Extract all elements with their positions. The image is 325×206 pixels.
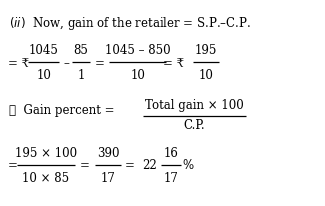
- Text: =: =: [79, 159, 89, 172]
- Text: 85: 85: [73, 44, 88, 57]
- Text: 17: 17: [163, 171, 178, 184]
- Text: 10: 10: [36, 69, 51, 82]
- Text: 390: 390: [97, 146, 120, 159]
- Text: 17: 17: [101, 171, 116, 184]
- Text: =: =: [125, 159, 135, 172]
- Text: 195 × 100: 195 × 100: [15, 146, 77, 159]
- Text: 22: 22: [142, 159, 157, 172]
- Text: = ₹: = ₹: [163, 56, 184, 69]
- Text: –: –: [64, 56, 70, 69]
- Text: 1: 1: [77, 69, 85, 82]
- Text: %: %: [183, 159, 194, 172]
- Text: 10: 10: [199, 69, 214, 82]
- Text: = ₹: = ₹: [7, 56, 29, 69]
- Text: 1045 – 850: 1045 – 850: [105, 44, 170, 57]
- Text: 16: 16: [163, 146, 178, 159]
- Text: 10: 10: [130, 69, 145, 82]
- Text: =: =: [7, 159, 18, 172]
- Text: 10 × 85: 10 × 85: [22, 171, 70, 184]
- Text: 1045: 1045: [29, 44, 58, 57]
- Text: Total gain × 100: Total gain × 100: [145, 98, 244, 111]
- Text: 195: 195: [195, 44, 217, 57]
- Text: $\mathit{(ii)}$  Now, gain of the retailer = S.P.–C.P.: $\mathit{(ii)}$ Now, gain of the retaile…: [9, 15, 251, 32]
- Text: C.P.: C.P.: [184, 119, 205, 131]
- Text: =: =: [94, 56, 104, 69]
- Text: ∴  Gain percent =: ∴ Gain percent =: [9, 104, 115, 116]
